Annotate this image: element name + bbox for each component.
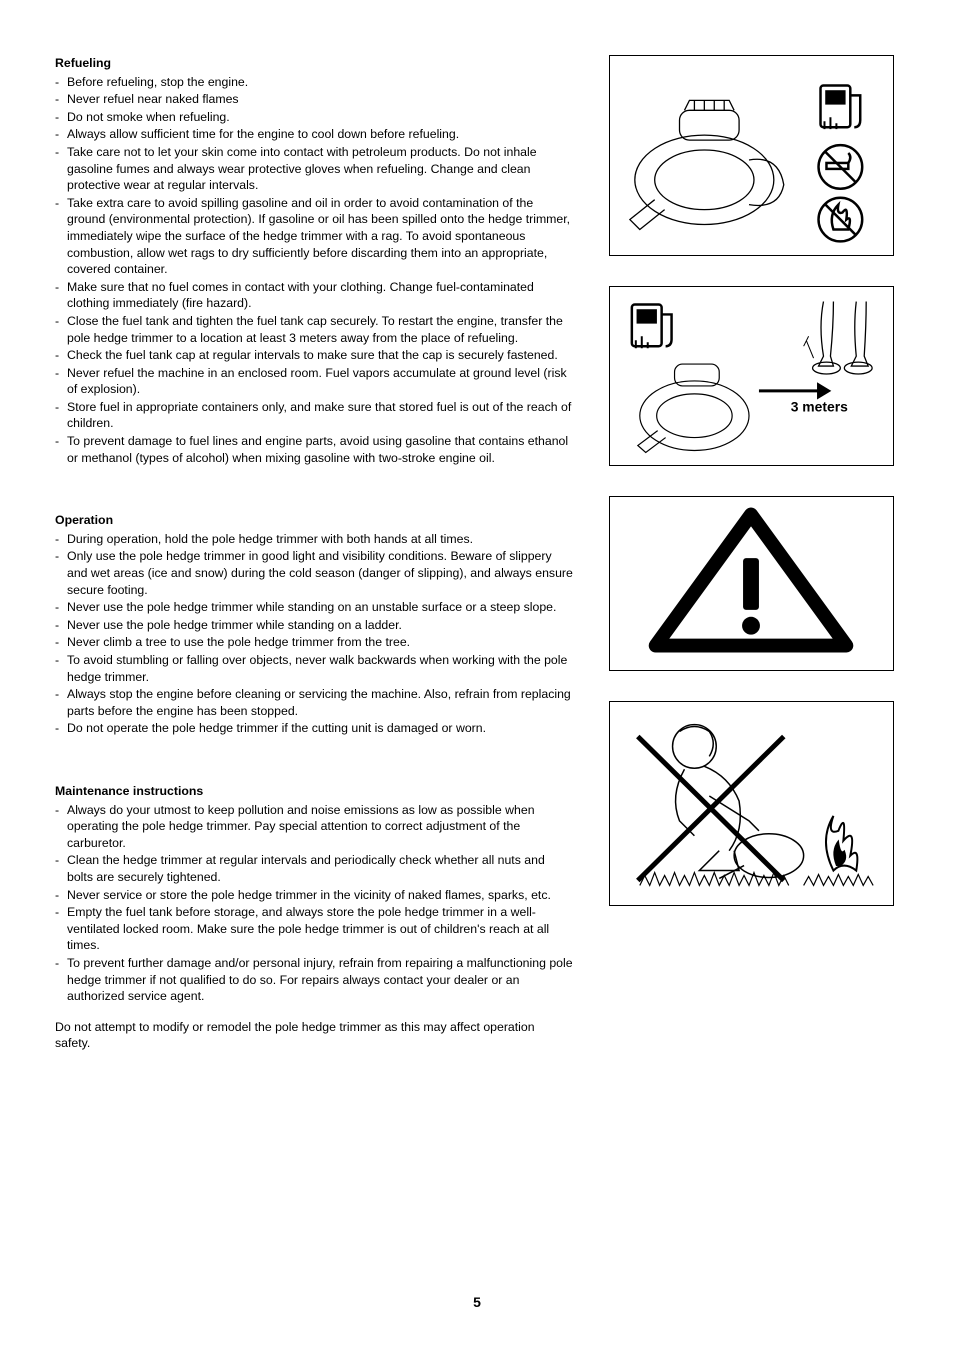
list-item: Never use the pole hedge trimmer while s…	[55, 617, 573, 634]
list-item: Always do your utmost to keep pollution …	[55, 802, 573, 852]
closing-text: Do not attempt to modify or remodel the …	[55, 1019, 573, 1052]
list-item: Never service or store the pole hedge tr…	[55, 887, 573, 904]
list-item: Take extra care to avoid spilling gasoli…	[55, 195, 573, 278]
list-item: Store fuel in appropriate containers onl…	[55, 399, 573, 432]
list-item: Never climb a tree to use the pole hedge…	[55, 634, 573, 651]
section-refueling: Refueling Before refueling, stop the eng…	[55, 55, 573, 466]
figure-refueling-prohibitions	[609, 55, 894, 256]
list-item: Only use the pole hedge trimmer in good …	[55, 548, 573, 598]
list-item: Empty the fuel tank before storage, and …	[55, 904, 573, 954]
list-item: Always allow sufficient time for the eng…	[55, 126, 573, 143]
list-item: Make sure that no fuel comes in contact …	[55, 279, 573, 312]
list-item: To prevent further damage and/or persona…	[55, 955, 573, 1005]
list-item: Before refueling, stop the engine.	[55, 74, 573, 91]
distance-label: 3 meters	[791, 399, 848, 415]
list-item: Never refuel near naked flames	[55, 91, 573, 108]
section-maintenance: Maintenance instructions Always do your …	[55, 783, 573, 1052]
list-item: To avoid stumbling or falling over objec…	[55, 652, 573, 685]
figure-column: 3 meters	[609, 55, 894, 1070]
list-item: Close the fuel tank and tighten the fuel…	[55, 313, 573, 346]
list-item: Never use the pole hedge trimmer while s…	[55, 599, 573, 616]
section-operation: Operation During operation, hold the pol…	[55, 512, 573, 737]
text-column: Refueling Before refueling, stop the eng…	[55, 55, 573, 1070]
figure-no-service-near-fire	[609, 701, 894, 906]
list-maintenance: Always do your utmost to keep pollution …	[55, 802, 573, 1005]
list-item: To prevent damage to fuel lines and engi…	[55, 433, 573, 466]
figure-3-meters: 3 meters	[609, 286, 894, 466]
list-item: Do not smoke when refueling.	[55, 109, 573, 126]
heading-operation: Operation	[55, 512, 573, 529]
heading-refueling: Refueling	[55, 55, 573, 72]
list-item: Always stop the engine before cleaning o…	[55, 686, 573, 719]
page-number: 5	[473, 1293, 481, 1312]
list-refueling: Before refueling, stop the engine. Never…	[55, 74, 573, 467]
list-item: Never refuel the machine in an enclosed …	[55, 365, 573, 398]
heading-maintenance: Maintenance instructions	[55, 783, 573, 800]
list-item: During operation, hold the pole hedge tr…	[55, 531, 573, 548]
list-item: Clean the hedge trimmer at regular inter…	[55, 852, 573, 885]
list-item: Check the fuel tank cap at regular inter…	[55, 347, 573, 364]
list-operation: During operation, hold the pole hedge tr…	[55, 531, 573, 737]
list-item: Do not operate the pole hedge trimmer if…	[55, 720, 573, 737]
figure-warning-triangle	[609, 496, 894, 671]
list-item: Take care not to let your skin come into…	[55, 144, 573, 194]
